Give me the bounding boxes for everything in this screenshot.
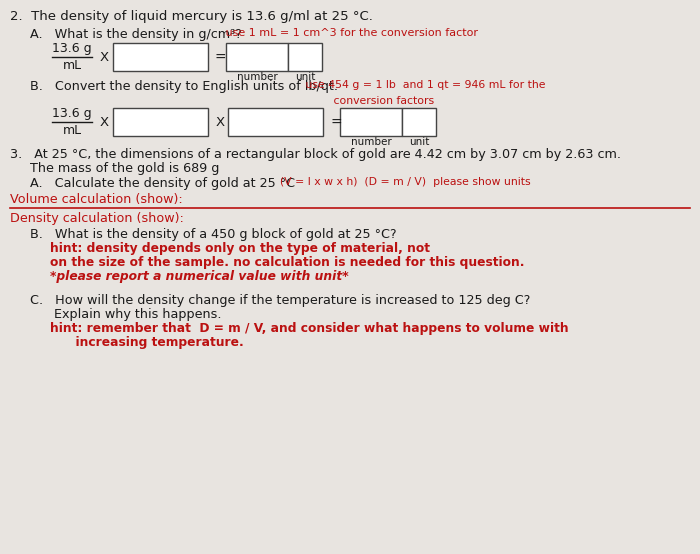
Text: mL: mL [62,124,82,137]
Text: conversion factors: conversion factors [302,96,434,106]
Text: Density calculation (show):: Density calculation (show): [10,212,184,225]
Text: (V = l x w x h)  (D = m / V)  please show units: (V = l x w x h) (D = m / V) please show … [280,177,531,187]
Text: =: = [215,51,227,65]
Text: B.   What is the density of a 450 g block of gold at 25 °C?: B. What is the density of a 450 g block … [30,228,397,241]
Text: unit: unit [295,72,315,82]
Text: use 454 g = 1 lb  and 1 qt = 946 mL for the: use 454 g = 1 lb and 1 qt = 946 mL for t… [302,80,545,90]
Text: number: number [351,137,391,147]
Text: =: = [330,116,342,130]
Bar [113,43,208,71]
Text: 3.   At 25 °C, the dimensions of a rectangular block of gold are 4.42 cm by 3.07: 3. At 25 °C, the dimensions of a rectang… [10,148,621,161]
Text: unit: unit [409,137,429,147]
Text: B.   Convert the density to English units of lb/qt.: B. Convert the density to English units … [30,80,338,93]
Text: use 1 mL = 1 cm^3 for the conversion factor: use 1 mL = 1 cm^3 for the conversion fac… [222,28,478,38]
Text: hint: remember that  D = m / V, and consider what happens to volume with: hint: remember that D = m / V, and consi… [50,322,568,335]
Text: 13.6 g: 13.6 g [52,42,92,55]
Bar [228,108,323,136]
Text: increasing temperature.: increasing temperature. [50,336,244,349]
Text: *please report a numerical value with unit*: *please report a numerical value with un… [50,270,349,283]
Text: hint: density depends only on the type of material, not: hint: density depends only on the type o… [50,242,430,255]
Text: X: X [100,116,109,129]
Bar [113,108,208,136]
Text: 2.  The density of liquid mercury is 13.6 g/ml at 25 °C.: 2. The density of liquid mercury is 13.6… [10,10,373,23]
Bar [402,108,436,136]
Text: Explain why this happens.: Explain why this happens. [30,308,221,321]
Bar [226,43,288,71]
Text: X: X [100,51,109,64]
Text: X: X [216,116,225,129]
Bar [340,108,402,136]
Text: A.   What is the density in g/cm³?: A. What is the density in g/cm³? [30,28,242,41]
Text: number: number [237,72,277,82]
Text: A.   Calculate the density of gold at 25 °C: A. Calculate the density of gold at 25 °… [30,177,303,190]
Text: 13.6 g: 13.6 g [52,107,92,120]
Text: mL: mL [62,59,82,72]
Bar [288,43,322,71]
Text: The mass of the gold is 689 g: The mass of the gold is 689 g [10,162,219,175]
Text: C.   How will the density change if the temperature is increased to 125 deg C?: C. How will the density change if the te… [30,294,531,307]
Text: on the size of the sample. no calculation is needed for this question.: on the size of the sample. no calculatio… [50,256,524,269]
Text: Volume calculation (show):: Volume calculation (show): [10,193,183,206]
